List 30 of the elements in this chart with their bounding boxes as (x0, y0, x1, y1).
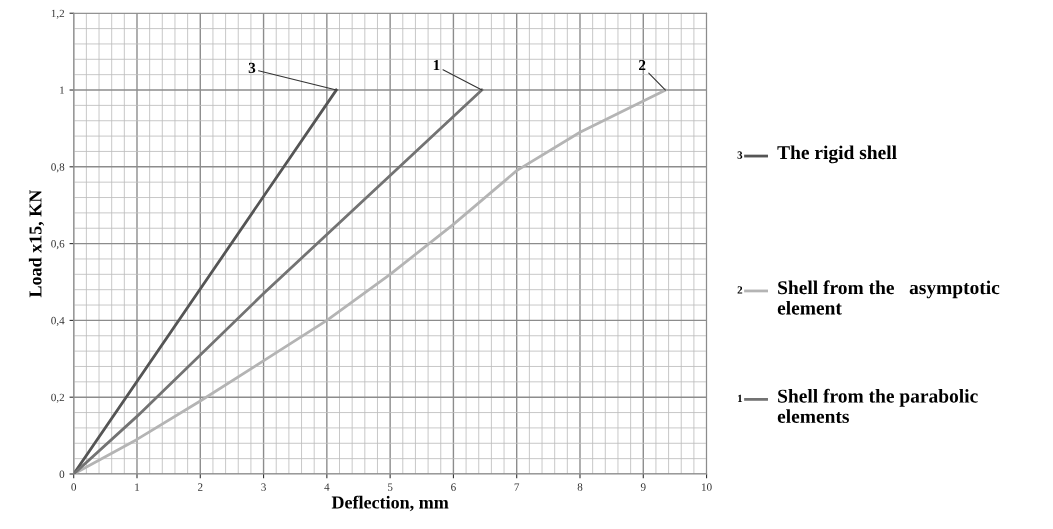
y-tick-label: 0,6 (51, 240, 65, 250)
x-axis-title: Deflection, mm (331, 495, 449, 512)
x-tick-label: 9 (640, 483, 646, 491)
x-tick-label: 7 (514, 483, 520, 491)
x-tick-label: 5 (388, 483, 393, 491)
y-axis-title: Load x15, KN (28, 189, 45, 298)
text: 2 (737, 286, 743, 294)
annotation: 2 (638, 59, 646, 71)
y-tick-label: 0,8 (51, 163, 65, 173)
annotation: 1 (433, 60, 440, 71)
y-tick-label: 0,4 (51, 316, 65, 326)
legend-label: Shell from the parabolic elements (777, 388, 978, 424)
text: 3 (737, 151, 743, 159)
text: 1 (737, 394, 743, 403)
line-series (73, 88, 484, 474)
y-tick-label: 0 (59, 470, 65, 478)
legend-label: Shell from the asymptotic element (777, 280, 1000, 315)
legend-label: The rigid shell (777, 145, 897, 164)
x-tick-label: 8 (577, 483, 583, 491)
x-tick-label: 4 (324, 483, 330, 491)
annotation: 3 (248, 62, 256, 74)
x-tick-label: 10 (701, 483, 712, 491)
x-tick-label: 6 (451, 483, 456, 491)
x-tick-label: 3 (261, 483, 266, 491)
y-tick-label: 1,2 (51, 9, 65, 19)
y-tick-label: 1 (60, 86, 65, 94)
x-tick-label: 0 (71, 483, 77, 491)
x-tick-label: 1 (135, 483, 140, 491)
x-tick-label: 2 (197, 483, 203, 491)
y-tick-label: 0,2 (51, 393, 65, 403)
